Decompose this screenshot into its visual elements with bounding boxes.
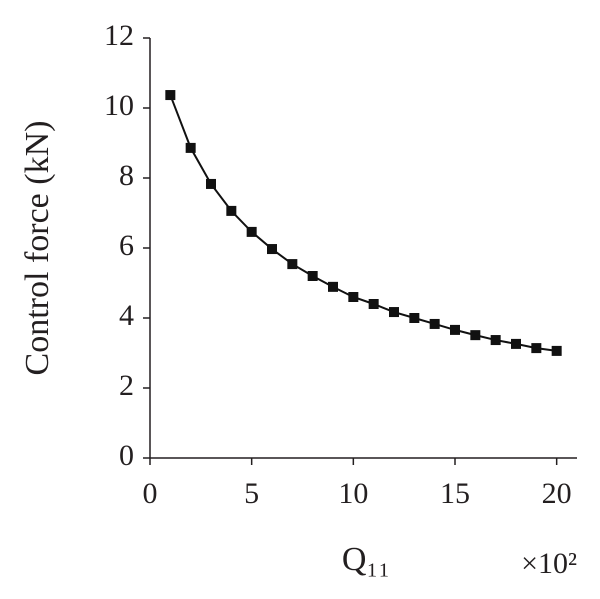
- marker: [551, 345, 562, 356]
- y-tick-label: 2: [119, 369, 134, 402]
- y-axis-title: Control force (kN): [19, 121, 56, 376]
- marker: [409, 313, 420, 323]
- y-tick-label: 12: [104, 19, 134, 52]
- y-tick-label: 6: [119, 229, 134, 262]
- marker: [307, 271, 318, 281]
- marker: [206, 178, 216, 189]
- x-axis-title: Q₁₁: [342, 541, 390, 578]
- x-tick-label: 10: [338, 477, 368, 510]
- x-multiplier: ×10²: [521, 547, 577, 580]
- line: [169, 94, 557, 352]
- marker: [185, 142, 196, 153]
- x-tick-label: 20: [542, 477, 572, 510]
- marker: [348, 292, 359, 302]
- x-tick-label: 5: [244, 477, 259, 510]
- y-tick-label: 0: [119, 439, 134, 472]
- marker: [470, 330, 481, 341]
- marker: [328, 281, 338, 292]
- marker: [490, 335, 501, 346]
- marker: [368, 299, 379, 309]
- marker: [450, 324, 460, 335]
- y-tick-label: 8: [119, 159, 134, 192]
- x-tick-label: 15: [440, 477, 470, 510]
- y-tick-label: 10: [104, 89, 134, 122]
- marker: [165, 90, 176, 101]
- marker: [287, 259, 298, 270]
- y-tick-label: 4: [119, 299, 134, 332]
- marker: [531, 343, 542, 354]
- marker: [389, 307, 399, 318]
- marker: [429, 318, 440, 329]
- marker: [226, 205, 237, 216]
- marker: [267, 244, 277, 255]
- marker: [246, 226, 257, 237]
- x-tick-label: 0: [143, 477, 158, 510]
- marker: [511, 338, 521, 349]
